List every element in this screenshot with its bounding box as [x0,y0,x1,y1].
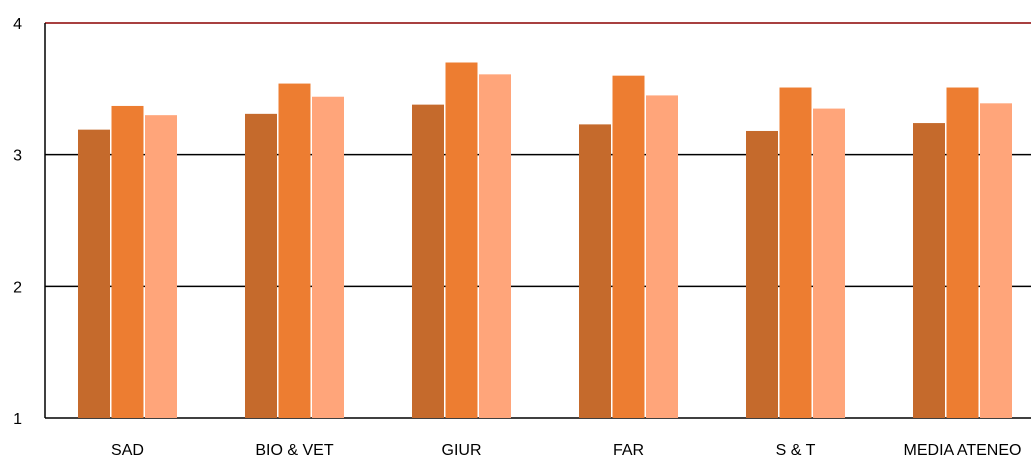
bar-far-series-3 [646,95,678,419]
y-tick-label-3: 3 [13,148,22,165]
bar-media-ateneo-series-1 [913,123,945,419]
x-tick-label-s-t: S & T [776,442,816,459]
x-tick-label-sad: SAD [111,442,144,459]
y-tick-labels: 1 2 3 4 [13,16,22,428]
bar-bio-vet-series-2 [278,83,311,419]
bar-s-t-series-2 [779,87,812,419]
bar-bio-vet-series-1 [245,113,277,418]
bar-sad-series-2 [111,105,144,418]
x-tick-label-far: FAR [613,442,644,459]
gridlines [45,22,1031,419]
y-tick-label-4: 4 [13,16,22,33]
bar-giur-series-2 [445,62,478,418]
x-tick-label-media-ateneo: MEDIA ATENEO [904,442,1022,459]
bar-far-series-1 [579,124,611,418]
bar-far-series-2 [612,75,645,419]
bar-s-t-series-1 [746,130,778,418]
bar-bio-vet-series-3 [312,96,344,418]
bar-sad-series-1 [78,129,110,418]
y-tick-label-2: 2 [13,279,22,296]
x-tick-label-bio-vet: BIO & VET [255,442,333,459]
bars [78,62,1012,419]
y-tick-label-1: 1 [13,411,22,428]
bar-sad-series-3 [145,115,177,419]
bar-s-t-series-3 [813,108,845,418]
bar-giur-series-1 [412,104,444,418]
bar-media-ateneo-series-2 [946,87,979,419]
bar-giur-series-3 [479,74,511,418]
x-tick-label-giur: GIUR [442,442,482,459]
x-category-labels: SAD BIO & VET GIUR FAR S & T MEDIA ATENEO [111,442,1021,459]
bar-media-ateneo-series-3 [980,103,1012,419]
